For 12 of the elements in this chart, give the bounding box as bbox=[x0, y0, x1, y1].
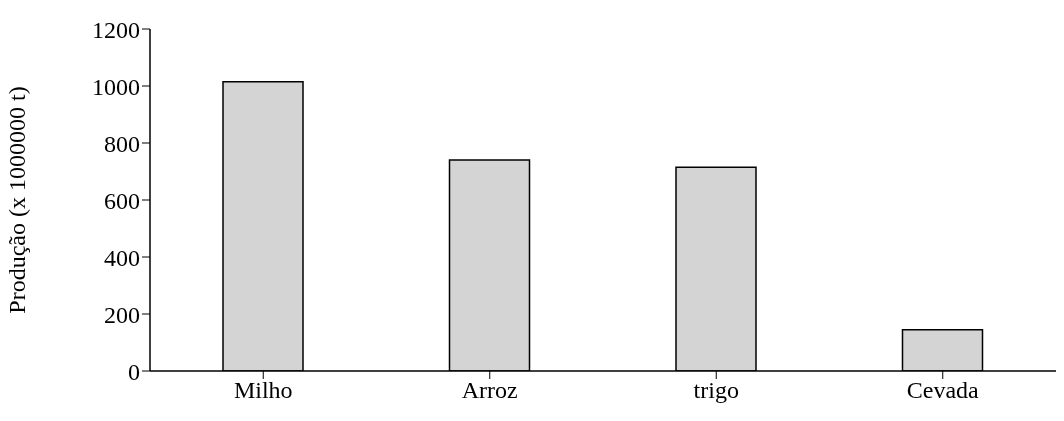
x-tick-label: Arroz bbox=[461, 377, 518, 404]
y-tick-label: 1000 bbox=[92, 73, 140, 100]
y-tick-label: 200 bbox=[104, 301, 140, 328]
y-axis-title: Produção (x 1000000 t) bbox=[3, 86, 30, 314]
y-tick-label: 800 bbox=[104, 130, 140, 157]
y-tick-label: 400 bbox=[104, 244, 140, 271]
y-tick-label: 1200 bbox=[92, 16, 140, 43]
y-tick-label: 600 bbox=[104, 187, 140, 214]
x-tick-label: trigo bbox=[693, 377, 739, 404]
x-tick-label: Milho bbox=[233, 377, 293, 404]
x-tick-label: Cevada bbox=[906, 377, 980, 404]
y-tick-label: 0 bbox=[128, 358, 140, 385]
